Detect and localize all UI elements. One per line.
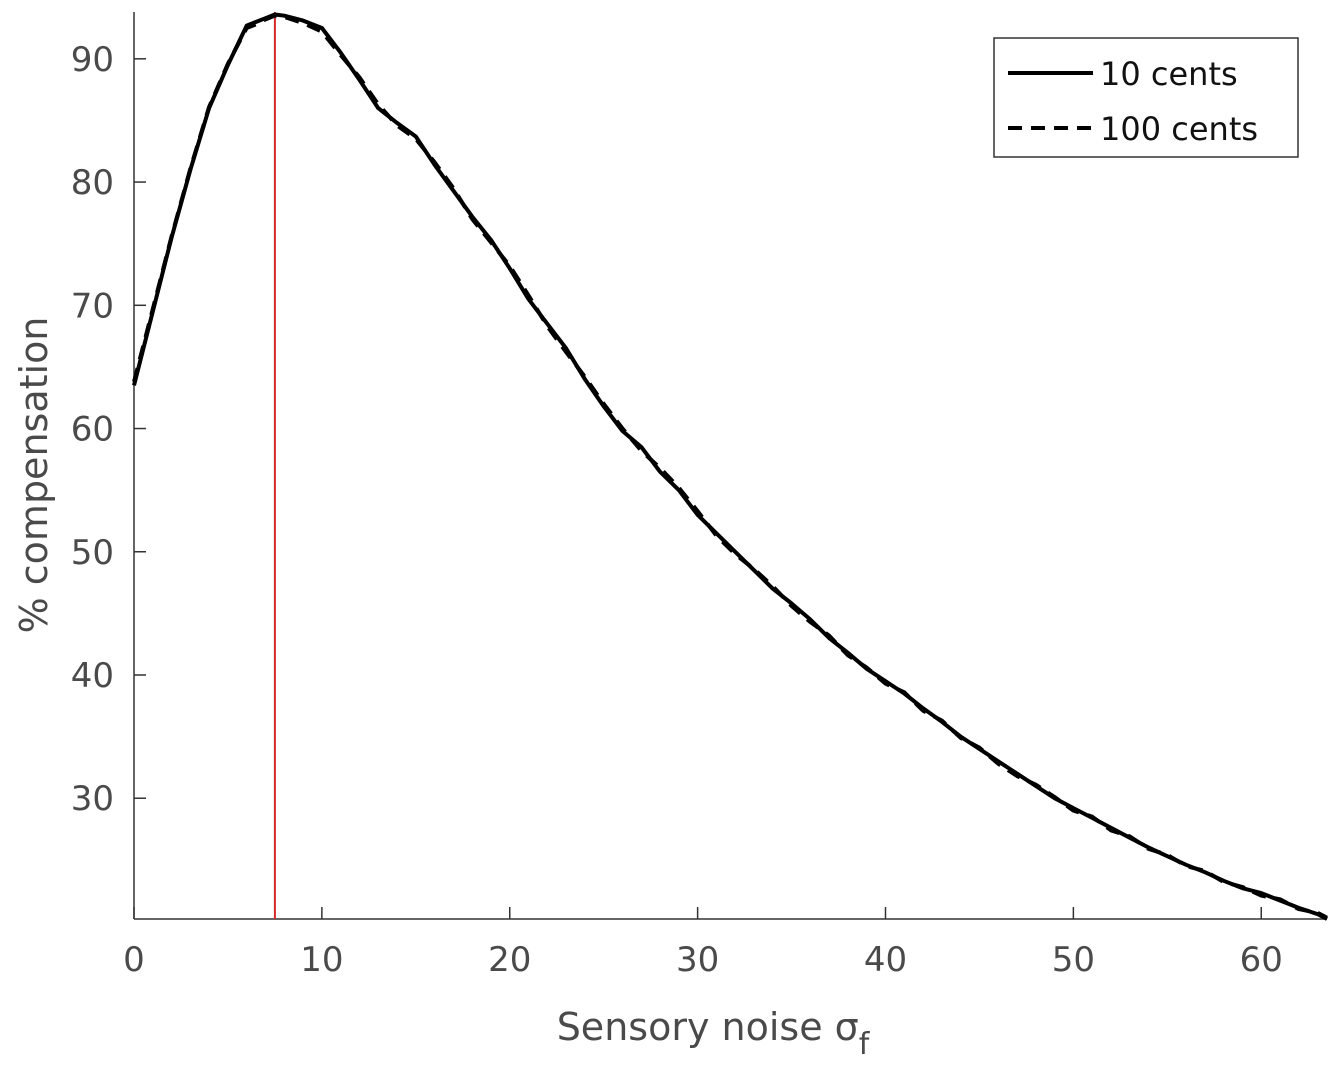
legend-label-100-cents: 100 cents: [1100, 110, 1258, 148]
y-tick-label: 50: [71, 533, 114, 573]
series-layer: [132, 12, 1328, 921]
y-axis-label: % compensation: [12, 317, 56, 634]
x-tick-label: 0: [123, 940, 145, 980]
plot-area: [133, 12, 1327, 920]
x-tick-label: 10: [300, 940, 343, 980]
y-tick-label: 40: [71, 656, 114, 696]
legend-box: [993, 37, 1299, 158]
y-tick-label: 60: [71, 410, 114, 450]
x-axis-label: Sensory noise σf: [557, 1005, 871, 1062]
legend: 10 cents 100 cents: [993, 37, 1299, 158]
y-tick-label: 30: [71, 779, 114, 819]
y-tick-label: 70: [71, 286, 114, 326]
x-axis-ticks: 0 10 20 30 40 50 60: [123, 907, 1283, 980]
x-tick-label: 30: [676, 940, 719, 980]
x-tick-label: 40: [864, 940, 907, 980]
y-tick-label: 90: [71, 40, 114, 80]
x-tick-label: 60: [1240, 940, 1283, 980]
x-tick-label: 50: [1052, 940, 1095, 980]
x-tick-label: 20: [488, 940, 531, 980]
y-axis-ticks: 30 40 50 60 70 80 90: [71, 40, 146, 819]
y-tick-label: 80: [71, 163, 114, 203]
legend-label-10-cents: 10 cents: [1100, 55, 1238, 93]
series-line-100-cents: [132, 13, 1328, 920]
